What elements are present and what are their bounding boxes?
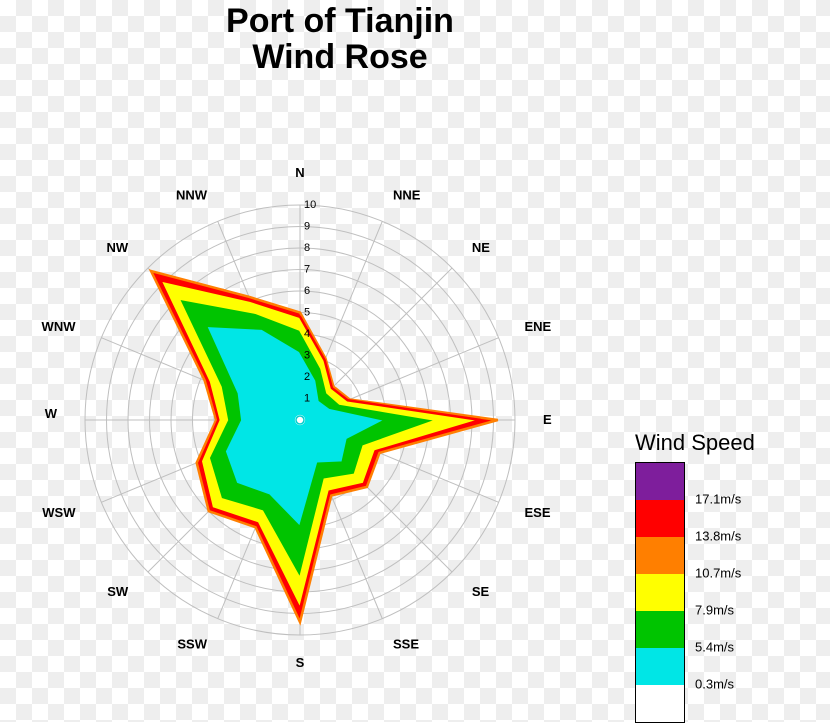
direction-label-wsw: WSW	[42, 505, 76, 520]
direction-label-ssw: SSW	[177, 637, 207, 652]
legend-colorbar	[635, 462, 685, 723]
legend-swatch	[636, 537, 684, 574]
direction-label-sw: SW	[107, 584, 129, 599]
center-dot	[296, 416, 304, 424]
ring-label: 8	[304, 242, 310, 254]
legend-swatch	[636, 685, 684, 722]
ring-label: 5	[304, 307, 310, 319]
direction-label-n: N	[295, 165, 304, 180]
legend-threshold: 10.7m/s	[695, 566, 741, 581]
direction-label-nw: NW	[107, 240, 129, 255]
direction-label-ne: NE	[472, 240, 490, 255]
legend-threshold: 13.8m/s	[695, 529, 741, 544]
direction-label-nne: NNE	[393, 187, 421, 202]
legend: Wind Speed 17.1m/s 13.8m/s 10.7m/s 7.9m/s 5.…	[635, 430, 810, 723]
legend-swatch	[636, 463, 684, 500]
legend-swatch	[636, 648, 684, 685]
legend-threshold: 17.1m/s	[695, 492, 741, 507]
direction-label-ene: ENE	[525, 319, 552, 334]
ring-label: 3	[304, 350, 310, 362]
direction-label-ese: ESE	[525, 505, 551, 520]
legend-threshold: 7.9m/s	[695, 603, 734, 618]
legend-title: Wind Speed	[635, 430, 810, 456]
direction-label-sse: SSE	[393, 637, 419, 652]
legend-swatch	[636, 611, 684, 648]
legend-threshold: 5.4m/s	[695, 640, 734, 655]
ring-label: 4	[304, 328, 310, 340]
ring-label: 1	[304, 393, 310, 405]
direction-label-nnw: NNW	[176, 187, 208, 202]
direction-label-e: E	[543, 412, 552, 427]
direction-label-w: W	[45, 406, 58, 421]
ring-label: 7	[304, 264, 310, 276]
ring-label: 9	[304, 221, 310, 233]
legend-swatch	[636, 500, 684, 537]
windrose-chart: 1 2 3 4 5 6 7 8 9 10 N NNE NE ENE E ESE SE SSE S SSW SW WSW W W…	[0, 0, 680, 722]
legend-threshold: 0.3m/s	[695, 677, 734, 692]
direction-label-wnw: WNW	[42, 319, 77, 334]
direction-label-se: SE	[472, 584, 490, 599]
ring-label: 2	[304, 371, 310, 383]
ring-label: 10	[304, 199, 316, 211]
ring-label: 6	[304, 285, 310, 297]
legend-swatch	[636, 574, 684, 611]
direction-label-s: S	[296, 655, 305, 670]
